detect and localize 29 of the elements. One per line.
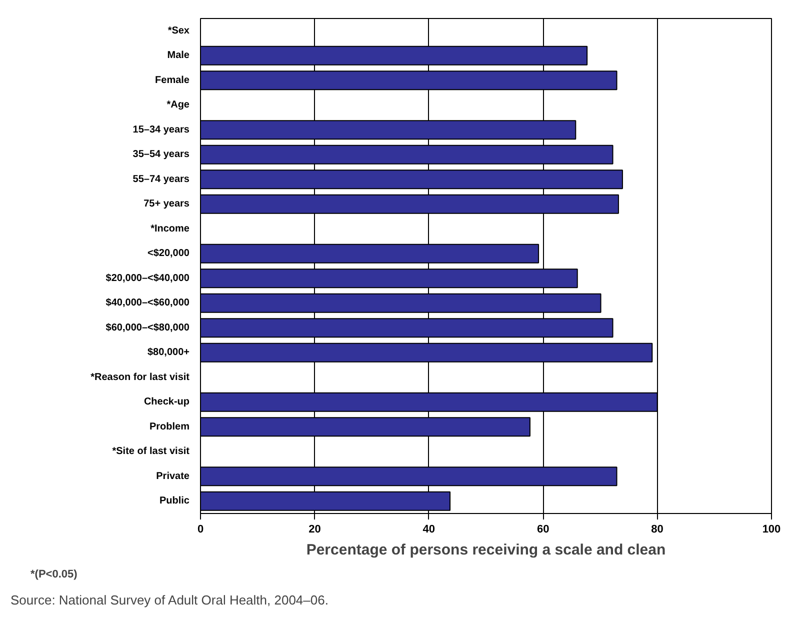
y-tick-label: $60,000–<$80,000 [106, 322, 190, 334]
x-tick-label: 80 [651, 524, 664, 536]
y-tick-label: Check-up [144, 396, 190, 408]
x-tick-label: 60 [536, 524, 550, 536]
x-tick-label: 0 [197, 524, 204, 536]
y-tick-label: <$20,000 [148, 248, 190, 260]
x-tick-label: 100 [762, 524, 781, 536]
y-tick-label: Public [159, 496, 190, 507]
y-tick-label: *Reason for last visit [90, 372, 190, 383]
y-tick-label: Female [155, 74, 190, 86]
x-tick-label: 40 [422, 524, 436, 536]
x-axis-title: Percentage of persons receiving a scale and clean [306, 542, 666, 558]
y-tick-label: Male [167, 50, 190, 62]
y-tick-label: 35–54 years [132, 149, 190, 160]
y-tick-label: *Sex [168, 25, 190, 36]
y-tick-label: *Age [166, 100, 190, 111]
y-tick-label: Problem [149, 421, 190, 432]
y-tick-label: 75+ years [144, 198, 190, 210]
y-tick-label: *Site of last visit [112, 446, 190, 458]
text: *(P<0.05) [30, 568, 78, 580]
y-tick-label: *Income [150, 223, 190, 234]
y-tick-label: $40,000–<$60,000 [106, 298, 190, 309]
y-tick-label: $80,000+ [148, 347, 190, 358]
y-tick-label: 55–74 years [132, 174, 190, 185]
source-note: Source: National Survey of Adult Oral Health, 2004–06. [10, 592, 328, 608]
y-tick-label: Private [156, 470, 190, 482]
x-tick-label: 20 [308, 524, 321, 536]
y-tick-label: $20,000–<$40,000 [106, 272, 190, 284]
y-tick-label: 15–34 years [132, 124, 190, 136]
